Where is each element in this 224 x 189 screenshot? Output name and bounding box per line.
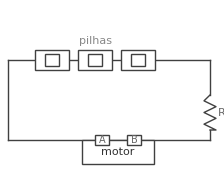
Text: A: A <box>99 135 105 145</box>
Text: motor: motor <box>101 147 135 157</box>
Bar <box>95 135 109 145</box>
Bar <box>121 50 155 70</box>
Text: B: B <box>131 135 137 145</box>
Bar <box>78 50 112 70</box>
Bar <box>127 135 141 145</box>
Bar <box>88 54 102 66</box>
Bar <box>45 54 59 66</box>
Bar <box>82 140 154 164</box>
Text: R: R <box>218 108 224 118</box>
Text: pilhas: pilhas <box>78 36 112 46</box>
Bar <box>35 50 69 70</box>
Bar <box>131 54 145 66</box>
